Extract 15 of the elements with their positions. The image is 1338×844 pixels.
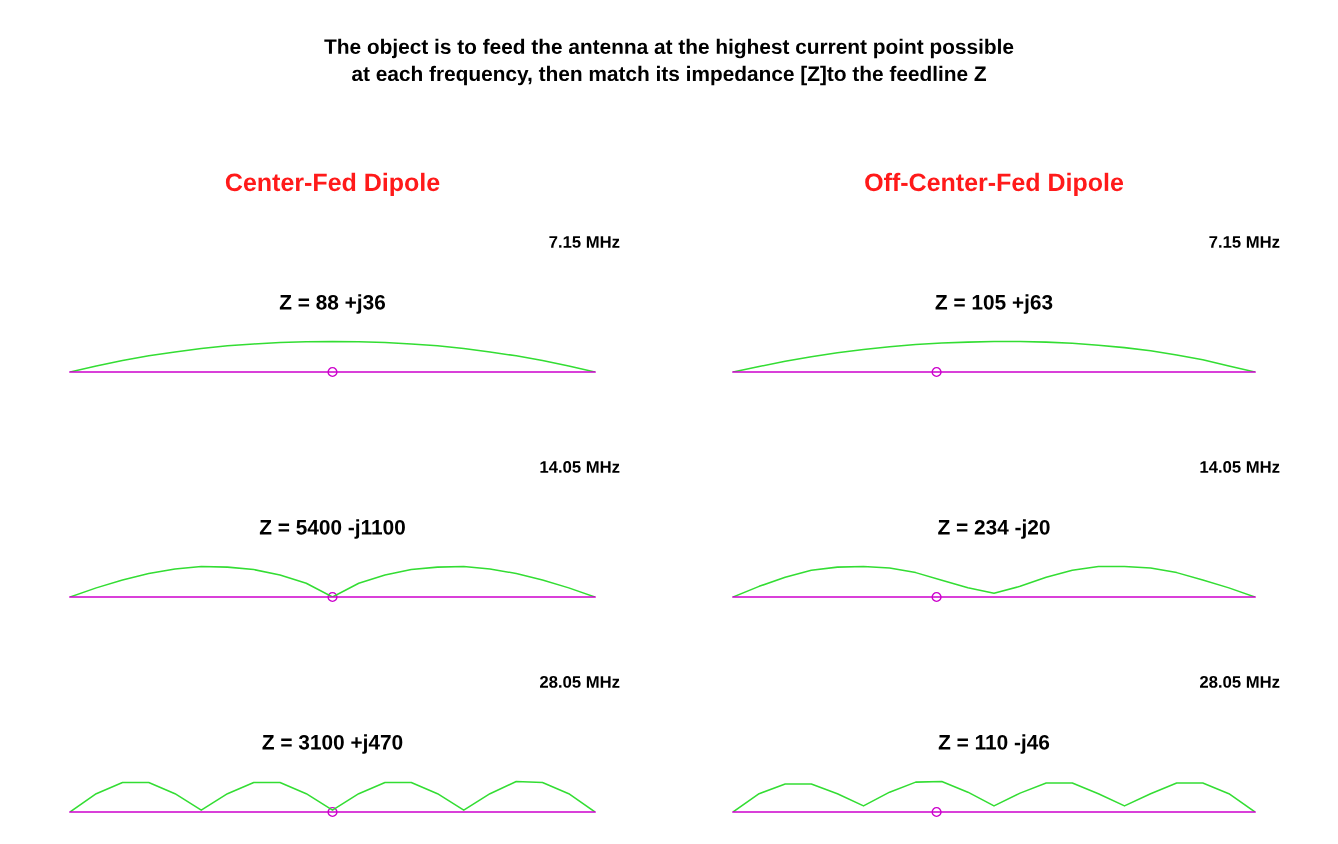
text: Center-Fed Dipole bbox=[225, 172, 440, 197]
chart-subtitle: 7.15 MHz bbox=[549, 236, 620, 248]
chart-title: Z = 110 -j46 bbox=[938, 734, 1050, 754]
chart-subtitle: 28.05 MHz bbox=[1199, 676, 1280, 688]
chart-title: Z = 234 -j20 bbox=[938, 519, 1050, 539]
chart-title: Z = 5400 -j1100 bbox=[259, 519, 405, 539]
chart-subtitle: 7.15 MHz bbox=[1209, 236, 1280, 248]
chart-subtitle: 14.05 MHz bbox=[540, 461, 620, 473]
chart-title: Z = 105 +j63 bbox=[935, 294, 1053, 314]
chart-title: Z = 88 +j36 bbox=[279, 294, 386, 314]
chart-title: Z = 3100 +j470 bbox=[262, 734, 403, 754]
chart-subtitle: 28.05 MHz bbox=[539, 676, 620, 688]
text: Off-Center-Fed Dipole bbox=[865, 172, 1124, 197]
text: The object is to feed the antenna at the highest current point possible at each frequency, then match its impedance [Z]to the feedline Z bbox=[324, 38, 1014, 86]
chart-subtitle: 14.05 MHz bbox=[1200, 461, 1280, 473]
